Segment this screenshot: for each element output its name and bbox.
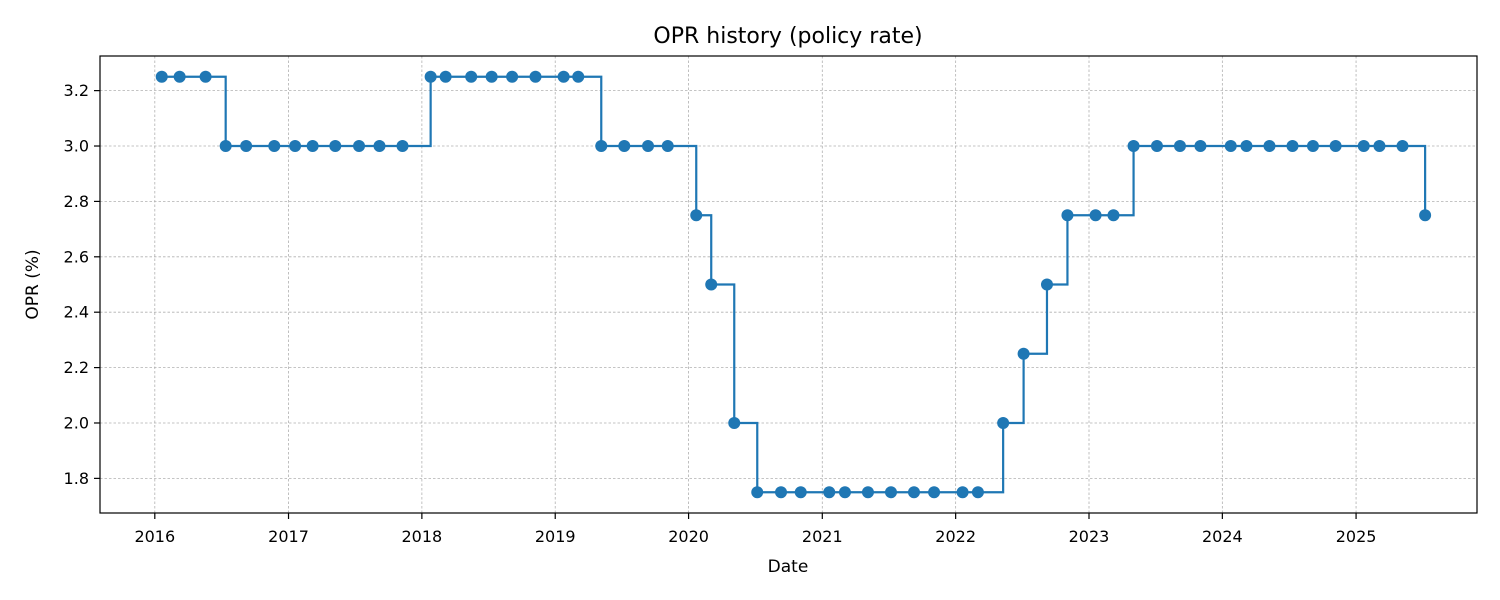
data-point xyxy=(289,140,301,152)
x-tick-label: 2020 xyxy=(668,527,709,546)
data-point xyxy=(156,71,168,83)
data-point xyxy=(885,486,897,498)
data-point xyxy=(928,486,940,498)
data-point xyxy=(558,71,570,83)
data-point xyxy=(642,140,654,152)
data-point xyxy=(425,71,437,83)
x-tick-label: 2022 xyxy=(935,527,976,546)
data-point xyxy=(486,71,498,83)
data-point xyxy=(373,140,385,152)
y-tick-label: 1.8 xyxy=(64,469,89,488)
data-point xyxy=(1373,140,1385,152)
data-point xyxy=(1307,140,1319,152)
data-point xyxy=(1263,140,1275,152)
data-point xyxy=(1061,209,1073,221)
data-point xyxy=(705,279,717,291)
x-tick-label: 2024 xyxy=(1202,527,1243,546)
x-tick-label: 2023 xyxy=(1069,527,1110,546)
data-point xyxy=(972,486,984,498)
data-point xyxy=(268,140,280,152)
data-point xyxy=(1151,140,1163,152)
data-point xyxy=(240,140,252,152)
data-point xyxy=(908,486,920,498)
data-point xyxy=(1225,140,1237,152)
data-point xyxy=(595,140,607,152)
data-point xyxy=(751,486,763,498)
data-point xyxy=(1330,140,1342,152)
data-point xyxy=(572,71,584,83)
y-tick-label: 2.8 xyxy=(64,192,89,211)
data-point xyxy=(329,140,341,152)
data-point xyxy=(662,140,674,152)
x-tick-label: 2025 xyxy=(1336,527,1377,546)
data-point xyxy=(1090,209,1102,221)
data-point xyxy=(775,486,787,498)
x-tick-label: 2016 xyxy=(134,527,175,546)
x-tick-label: 2021 xyxy=(802,527,843,546)
data-point xyxy=(307,140,319,152)
y-tick-label: 2.0 xyxy=(64,413,89,432)
y-tick-label: 3.2 xyxy=(64,81,89,100)
data-point xyxy=(795,486,807,498)
data-point xyxy=(440,71,452,83)
data-point xyxy=(1128,140,1140,152)
data-point xyxy=(997,417,1009,429)
data-point xyxy=(174,71,186,83)
x-tick-label: 2019 xyxy=(535,527,576,546)
data-point xyxy=(1194,140,1206,152)
data-point xyxy=(728,417,740,429)
data-point xyxy=(1240,140,1252,152)
data-point xyxy=(353,140,365,152)
y-tick-label: 2.4 xyxy=(64,303,89,322)
data-point xyxy=(1358,140,1370,152)
data-point xyxy=(1286,140,1298,152)
data-point xyxy=(862,486,874,498)
data-point xyxy=(839,486,851,498)
data-point xyxy=(220,140,232,152)
y-axis-label: OPR (%) xyxy=(23,249,43,319)
data-point xyxy=(1396,140,1408,152)
chart-title: OPR history (policy rate) xyxy=(653,24,922,49)
x-tick-label: 2017 xyxy=(268,527,309,546)
data-point xyxy=(1041,279,1053,291)
data-point xyxy=(618,140,630,152)
y-tick-label: 2.6 xyxy=(64,247,89,266)
x-tick-label: 2018 xyxy=(402,527,443,546)
data-point xyxy=(397,140,409,152)
data-point xyxy=(1419,209,1431,221)
data-point xyxy=(1107,209,1119,221)
x-axis-label: Date xyxy=(768,557,809,577)
data-point xyxy=(200,71,212,83)
y-tick-label: 3.0 xyxy=(64,137,89,156)
data-point xyxy=(529,71,541,83)
data-point xyxy=(957,486,969,498)
data-point xyxy=(465,71,477,83)
data-point xyxy=(1018,348,1030,360)
y-tick-label: 2.2 xyxy=(64,358,89,377)
data-point xyxy=(1174,140,1186,152)
data-point xyxy=(690,209,702,221)
data-point xyxy=(823,486,835,498)
data-point xyxy=(506,71,518,83)
